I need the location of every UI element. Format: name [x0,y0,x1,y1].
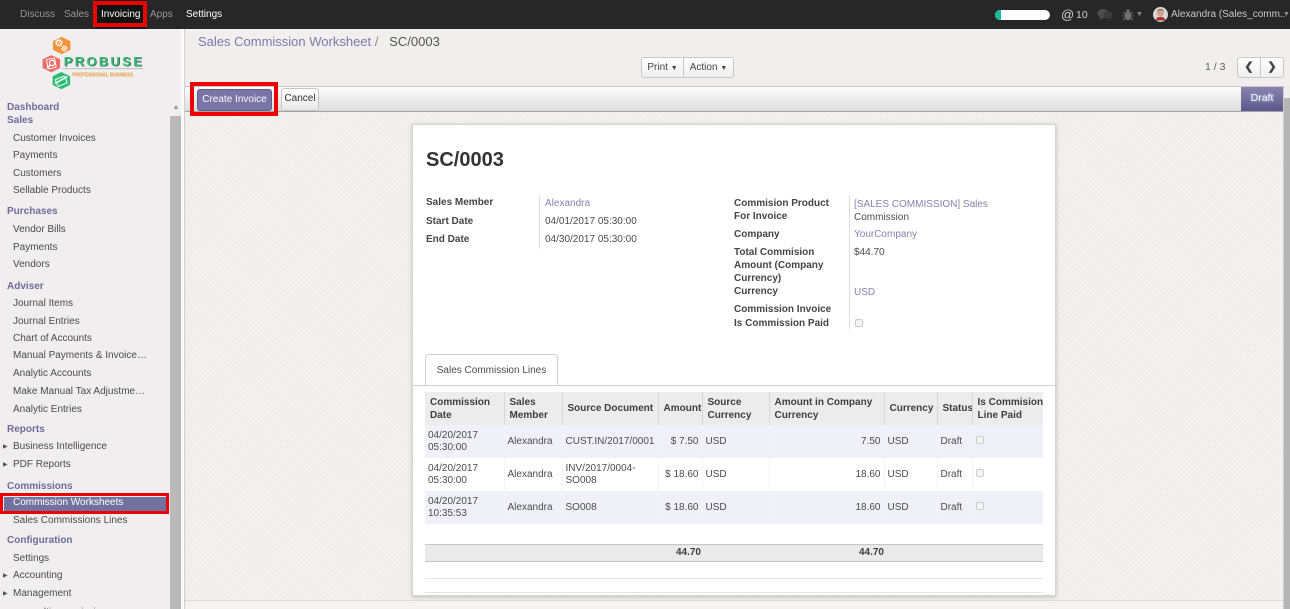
svg-text:PROFESSIONAL BUSINESS: PROFESSIONAL BUSINESS [72,73,133,79]
svg-text:PROBUSE: PROBUSE [65,55,145,70]
svg-text:PROBUSE: PROBUSE [64,54,144,69]
